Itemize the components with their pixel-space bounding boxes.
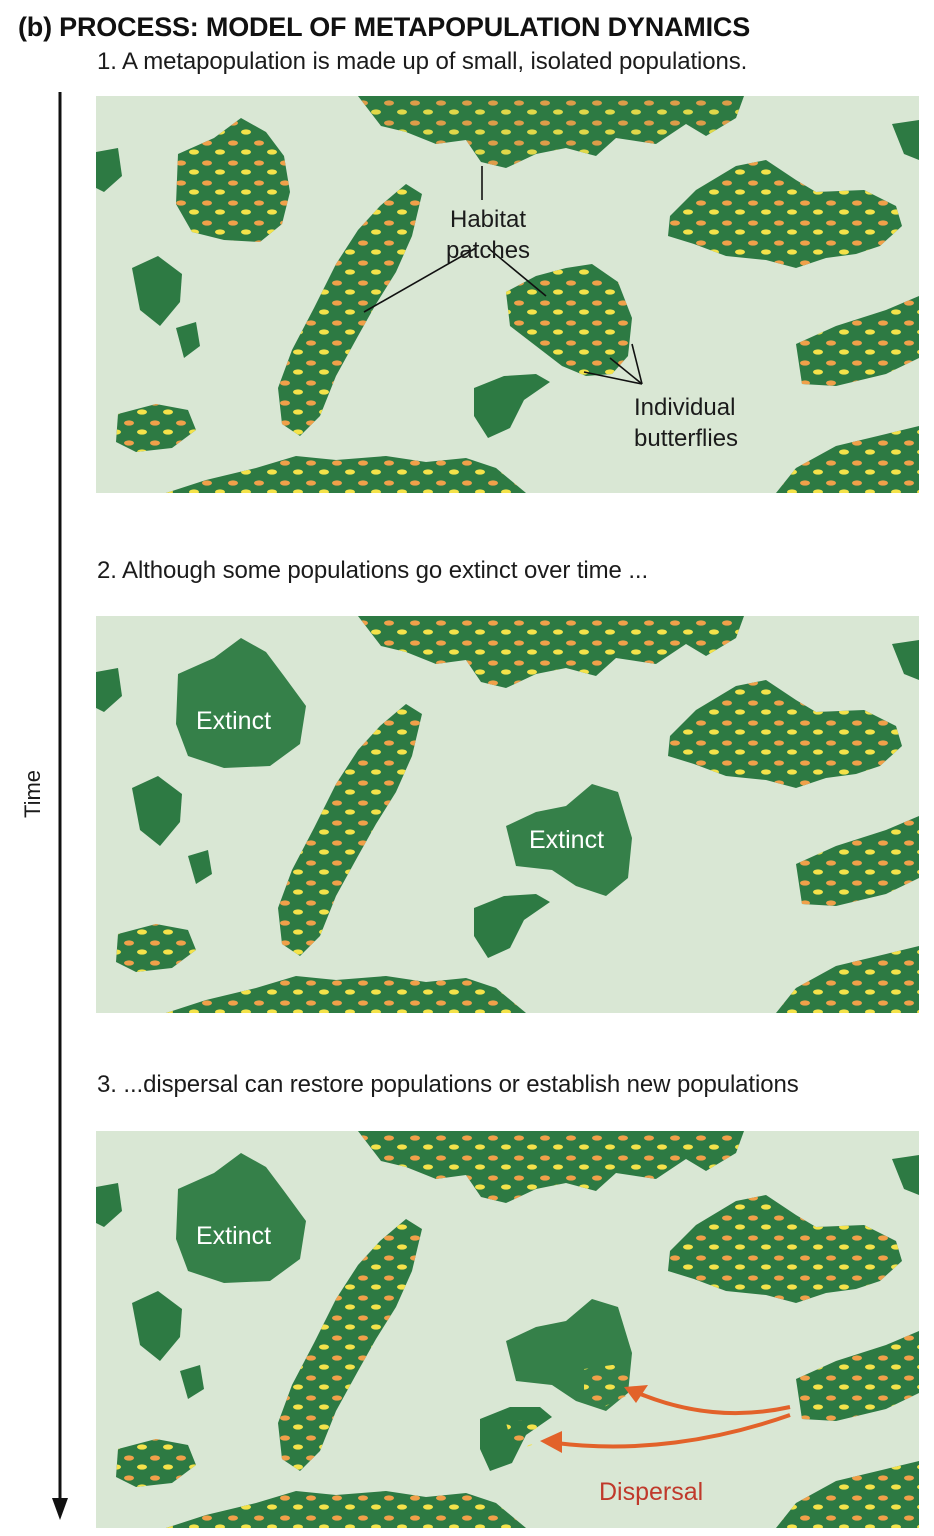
step-3-caption: 3. ...dispersal can restore populations …: [97, 1071, 799, 1098]
step-2-caption: 2. Although some populations go extinct …: [97, 557, 649, 584]
extinct-patch: [506, 784, 632, 896]
dispersal-arrows: [555, 1391, 791, 1449]
extinct-label-left: Extinct: [196, 707, 272, 735]
extinct-patch: [176, 1153, 306, 1283]
extinct-patch: [176, 638, 306, 768]
panel-2-extinction: Extinct Extinct: [96, 616, 919, 1013]
extinct-label-panel3: Extinct: [196, 1222, 272, 1250]
panel-1-metapopulation: Habitat patches Individual butterflies: [96, 96, 919, 493]
dispersal-label: Dispersal: [599, 1478, 704, 1506]
panel-3-dispersal: Extinct Dispersal: [96, 1131, 919, 1528]
time-arrow: [52, 92, 68, 1520]
diagram-heading: (b) PROCESS: MODEL OF METAPOPULATION DYN…: [18, 12, 750, 42]
step-1-caption: 1. A metapopulation is made up of small,…: [97, 48, 748, 75]
extinct-label-center: Extinct: [529, 826, 605, 854]
habitat-patches-label: Habitat patches: [446, 206, 531, 264]
time-label: Time: [20, 769, 45, 819]
individual-butterflies-label: Individual butterflies: [634, 394, 739, 452]
